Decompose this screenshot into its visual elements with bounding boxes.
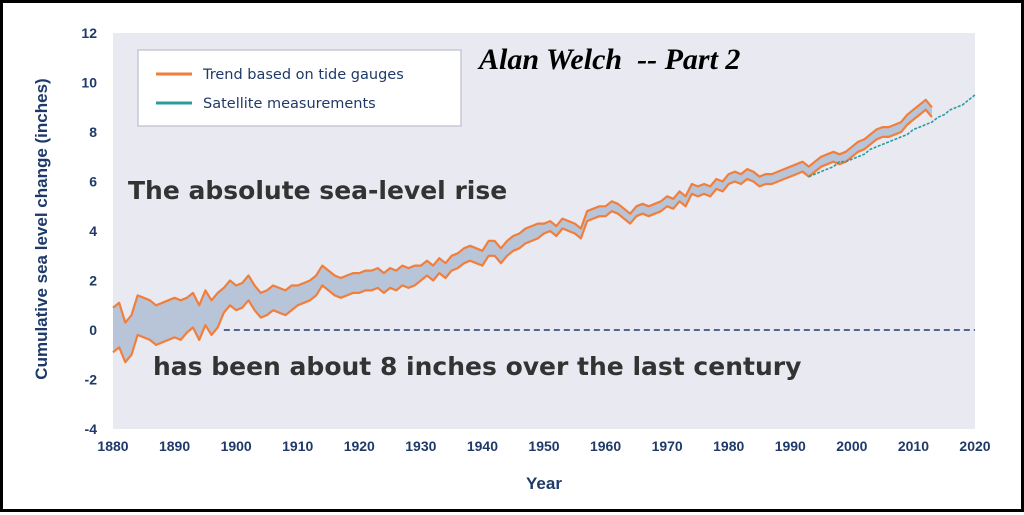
x-tick-label: 2000 <box>836 438 867 454</box>
legend-label-satellite: Satellite measurements <box>203 96 376 112</box>
x-tick-labels: 1880 1890 1900 1910 1920 1930 1940 1950 1960 1970… <box>97 438 990 454</box>
sea-level-chart: -4 -2 0 2 4 6 8 10 12 1880 1890 1900 1910 1920 1930 19… <box>32 25 991 493</box>
tide-gauge-upper-bound-line <box>112 98 933 324</box>
caption-line-1: The absolute sea-level rise <box>128 176 507 205</box>
x-tick-label: 1940 <box>467 438 498 454</box>
uncertainty-band-layer <box>112 98 933 364</box>
y-tick-label: 4 <box>89 223 97 239</box>
legend-label-tide-gauges: Trend based on tide gauges <box>202 67 404 83</box>
x-tick-label: 1920 <box>344 438 375 454</box>
series-layer <box>808 94 976 178</box>
y-tick-label: 12 <box>81 25 97 41</box>
x-tick-label: 1960 <box>590 438 621 454</box>
x-tick-label: 2020 <box>959 438 990 454</box>
y-tick-label: -4 <box>85 421 98 437</box>
x-tick-label: 1970 <box>652 438 683 454</box>
y-axis-title: Cumulative sea level change (inches) <box>32 78 51 379</box>
x-axis-title: Year <box>526 474 562 493</box>
y-tick-labels: -4 -2 0 2 4 6 8 10 12 <box>81 25 97 437</box>
legend-box <box>137 49 462 127</box>
y-tick-label: 10 <box>81 75 97 91</box>
satellite-series-line <box>808 94 976 178</box>
y-tick-label: 6 <box>89 174 97 190</box>
y-tick-label: -2 <box>85 372 98 388</box>
y-tick-label: 8 <box>89 124 97 140</box>
y-tick-label: 0 <box>89 322 97 338</box>
x-tick-label: 1980 <box>713 438 744 454</box>
author-title: Alan Welch -- Part 2 <box>477 43 740 76</box>
x-tick-label: 1910 <box>282 438 313 454</box>
x-tick-label: 1930 <box>405 438 436 454</box>
x-tick-label: 2010 <box>898 438 929 454</box>
x-tick-label: 1900 <box>221 438 252 454</box>
y-tick-label: 2 <box>89 273 97 289</box>
tide-gauge-lower-bound-line <box>112 108 933 364</box>
x-tick-label: 1950 <box>528 438 559 454</box>
x-tick-label: 1880 <box>97 438 128 454</box>
x-tick-label: 1990 <box>775 438 806 454</box>
x-tick-label: 1890 <box>159 438 190 454</box>
legend: Trend based on tide gauges Satellite mea… <box>137 49 462 127</box>
caption-line-2: has been about 8 inches over the last ce… <box>153 352 801 381</box>
